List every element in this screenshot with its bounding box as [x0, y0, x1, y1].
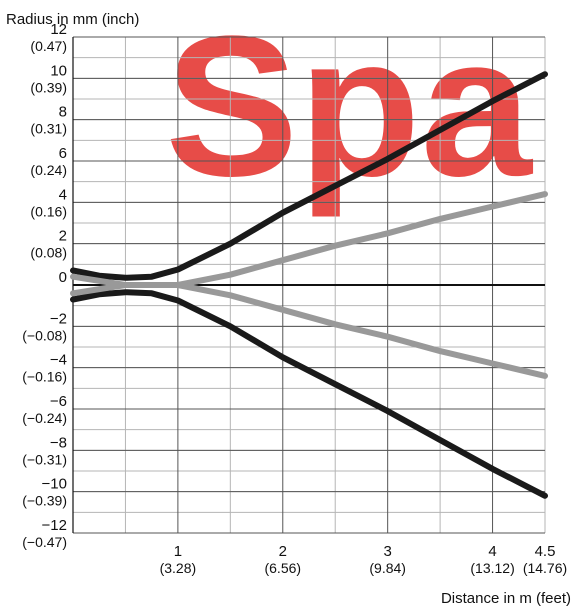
y-tick-sublabel: (0.16) — [30, 203, 67, 219]
x-tick-sublabel: (14.76) — [523, 560, 567, 576]
x-tick-label: 1 — [174, 543, 182, 560]
x-tick-label: 2 — [279, 543, 287, 560]
series-line-2 — [70, 289, 548, 499]
y-tick-label: −6 — [50, 393, 67, 410]
y-tick-label: −4 — [50, 352, 67, 369]
grid — [72, 36, 546, 534]
y-tick-sublabel: (−0.16) — [22, 369, 67, 385]
series-group — [70, 71, 548, 499]
y-tick-label: 2 — [59, 228, 67, 245]
x-tick-sublabel: (13.12) — [470, 560, 514, 576]
y-tick-sublabel: (−0.39) — [22, 493, 67, 509]
y-tick-label: 12 — [50, 21, 67, 38]
y-tick-label: 4 — [59, 186, 67, 203]
y-tick-sublabel: (0.39) — [30, 79, 67, 95]
y-tick-sublabel: (0.08) — [30, 245, 67, 261]
series-line-1 — [70, 71, 548, 281]
y-tick-label: 8 — [59, 104, 67, 121]
x-tick-sublabel: (3.28) — [160, 560, 197, 576]
x-tick-sublabel: (6.56) — [264, 560, 301, 576]
y-tick-label: 10 — [50, 62, 67, 79]
x-tick-label: 3 — [383, 543, 391, 560]
y-tick-label: −10 — [42, 476, 67, 493]
series-line-4 — [70, 282, 548, 379]
y-tick-sublabel: (0.31) — [30, 121, 67, 137]
x-axis-title: Distance in m (feet) — [441, 590, 571, 607]
y-tick-label: 0 — [59, 269, 67, 286]
y-tick-sublabel: (−0.47) — [22, 534, 67, 550]
y-tick-label: −2 — [50, 310, 67, 327]
y-tick-label: −12 — [42, 517, 67, 534]
x-tick-label: 4.5 — [535, 543, 556, 560]
y-tick-label: 6 — [59, 145, 67, 162]
y-tick-label: −8 — [50, 434, 67, 451]
x-tick-label: 4 — [488, 543, 496, 560]
y-tick-sublabel: (−0.31) — [22, 451, 67, 467]
y-tick-sublabel: (−0.24) — [22, 410, 67, 426]
x-tick-labels: 1(3.28) 2(6.56) 3(9.84) 4(13.12) 4.5(14.76) — [160, 543, 568, 576]
x-tick-sublabel: (9.84) — [369, 560, 406, 576]
y-axis-title: Radius in mm (inch) — [6, 11, 139, 28]
y-tick-sublabel: (−0.08) — [22, 327, 67, 343]
y-tick-labels: 12(0.47) 10(0.39) 8(0.31) 6(0.24) 4(0.16) 2(0… — [22, 21, 67, 550]
y-tick-sublabel: (0.24) — [30, 162, 67, 178]
y-tick-sublabel: (0.47) — [30, 38, 67, 54]
